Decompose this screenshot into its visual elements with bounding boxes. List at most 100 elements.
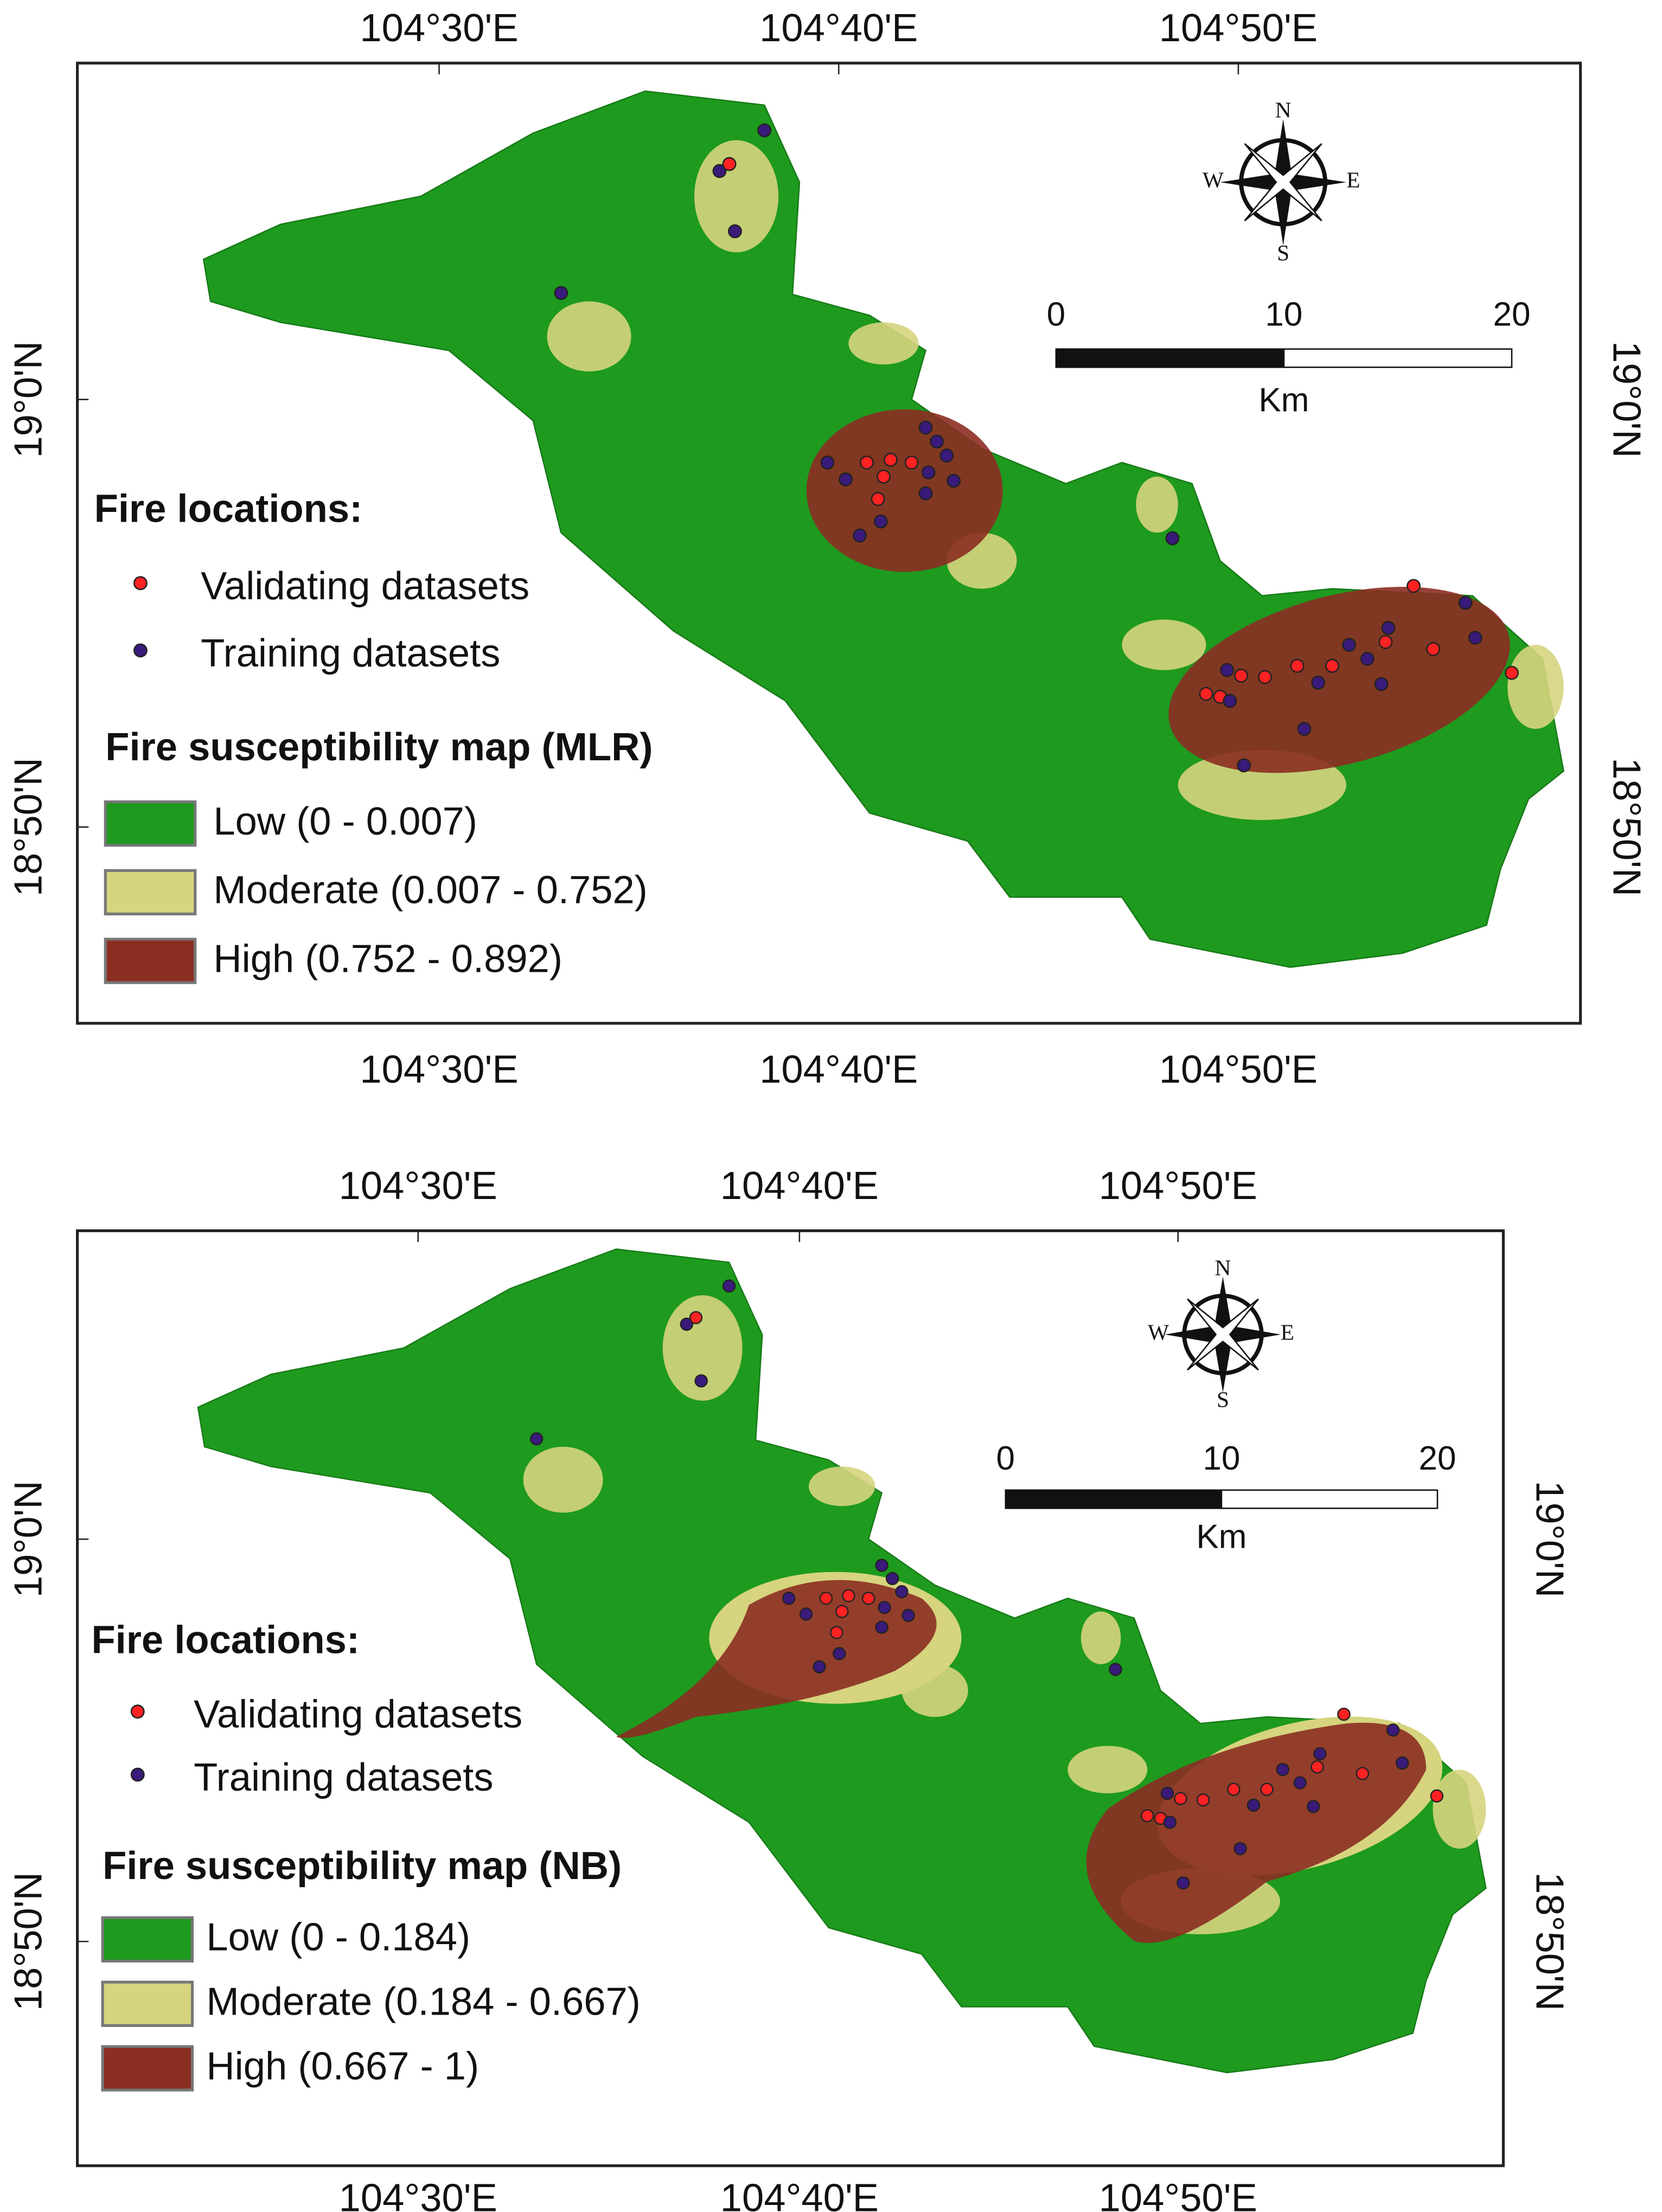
high-zone [616, 1580, 937, 1738]
longitude-label: 104°30'E [360, 6, 518, 50]
training-point [820, 456, 835, 470]
training-point [1458, 595, 1473, 610]
training-point [1237, 758, 1251, 773]
high-zone [1086, 1722, 1427, 1943]
validating-point [1260, 1783, 1274, 1796]
validating-point [722, 157, 737, 171]
training-point [902, 1608, 915, 1623]
latitude-label: 18°50'N [6, 1872, 50, 2011]
training-point [1220, 663, 1235, 677]
training-point [1386, 1723, 1400, 1737]
validating-point [835, 1605, 849, 1618]
training-point [1163, 1816, 1177, 1829]
terrain [197, 1248, 1487, 2074]
moderate-zone [1507, 645, 1564, 729]
validating-point [842, 1589, 855, 1602]
longitude-label: 104°50'E [1099, 1164, 1257, 1208]
validating-point [1430, 1789, 1444, 1803]
scale-label: 10 [1265, 296, 1302, 334]
training-point [853, 528, 867, 543]
training-point [918, 420, 933, 435]
longitude-label: 104°40'E [720, 1164, 879, 1208]
compass-letter: E [1346, 168, 1360, 193]
moderate-zone [547, 301, 631, 372]
scale-bar-white [1220, 1489, 1439, 1509]
map-panel: 104°30'E 104°30'E 104°40'E 104°40'E 104°50'E… [6, 6, 1648, 1092]
training-point [1297, 722, 1312, 736]
terrain [202, 90, 1565, 968]
legend-item: Low (0 - 0.007) [213, 799, 477, 843]
high-zone [1168, 587, 1510, 773]
validating-point [871, 492, 885, 506]
map-frame [76, 61, 1582, 1025]
validating-point [1505, 665, 1519, 680]
latitude-label: 18°50'N [1527, 1872, 1571, 2011]
training-point [875, 1559, 888, 1572]
compass: N S W E [1203, 97, 1360, 265]
compass-letter: W [1148, 1319, 1169, 1344]
moderate-zone [1067, 1746, 1148, 1793]
validating-point [1174, 1792, 1187, 1805]
moderate-zone [1136, 476, 1178, 533]
validating-point [904, 456, 919, 470]
validating-point [689, 1311, 703, 1324]
training-point [1160, 1786, 1174, 1800]
compass-star [1244, 143, 1322, 222]
training-point [529, 1432, 544, 1446]
training-point [875, 1620, 888, 1634]
validating-point [1311, 1760, 1324, 1774]
scale-label: 10 [1203, 1440, 1240, 1477]
training-point [1374, 677, 1389, 691]
moderate-zone [1122, 619, 1206, 670]
scale-unit: Km [1196, 1518, 1246, 1556]
training-point [885, 1572, 899, 1586]
legend-item: High (0.752 - 0.892) [213, 937, 562, 980]
validating-point [1227, 1783, 1241, 1796]
training-point [1223, 694, 1237, 708]
longitude-label: 104°40'E [759, 6, 918, 50]
longitude-label: 104°40'E [720, 2176, 879, 2212]
training-point [722, 1279, 736, 1293]
legend-swatch [101, 2045, 194, 2092]
high-zone [806, 409, 1003, 572]
validating-point [1337, 1707, 1351, 1721]
compass-letter: E [1281, 1319, 1294, 1344]
compass-letter: S [1277, 240, 1289, 265]
compass-letter: W [1203, 168, 1224, 193]
map-frame [76, 1229, 1505, 2168]
legend-item: High (0.667 - 1) [206, 2044, 479, 2088]
training-point [1313, 1747, 1327, 1761]
training-point [1468, 631, 1482, 645]
legend-item: Moderate (0.184 - 0.667) [206, 1980, 640, 2024]
training-point [895, 1585, 909, 1599]
latitude-label: 19°0'N [6, 341, 50, 458]
legend-symbol [133, 576, 148, 591]
compass-letter: N [1275, 97, 1292, 122]
validating-point [1199, 687, 1213, 701]
validating-point [859, 456, 874, 470]
validating-point [1258, 670, 1272, 684]
legend-swatch [104, 800, 197, 847]
training-point [1395, 1756, 1409, 1770]
moderate-zone [1081, 1611, 1121, 1664]
training-point [799, 1607, 813, 1621]
legend-title: Fire locations: [94, 487, 363, 531]
training-point [1342, 638, 1357, 652]
legend-item: Training datasets [201, 631, 500, 675]
legend-title: Fire susceptibility map (MLR) [105, 725, 653, 769]
latitude-label: 19°0'N [1605, 341, 1649, 458]
validating-point [830, 1626, 843, 1639]
compass: N S W E [1148, 1255, 1294, 1412]
latitude-label: 18°50'N [1605, 758, 1649, 896]
training-point [873, 514, 888, 529]
training-point [712, 164, 727, 178]
longitude-label: 104°50'E [1159, 1048, 1318, 1092]
training-point [694, 1374, 708, 1388]
training-point [930, 434, 944, 449]
validating-point [1325, 658, 1340, 673]
longitude-label: 104°50'E [1099, 2176, 1257, 2212]
training-point [1109, 1663, 1122, 1676]
training-point [728, 224, 742, 239]
legend-symbol [133, 643, 148, 658]
longitude-label: 104°30'E [360, 1048, 518, 1092]
